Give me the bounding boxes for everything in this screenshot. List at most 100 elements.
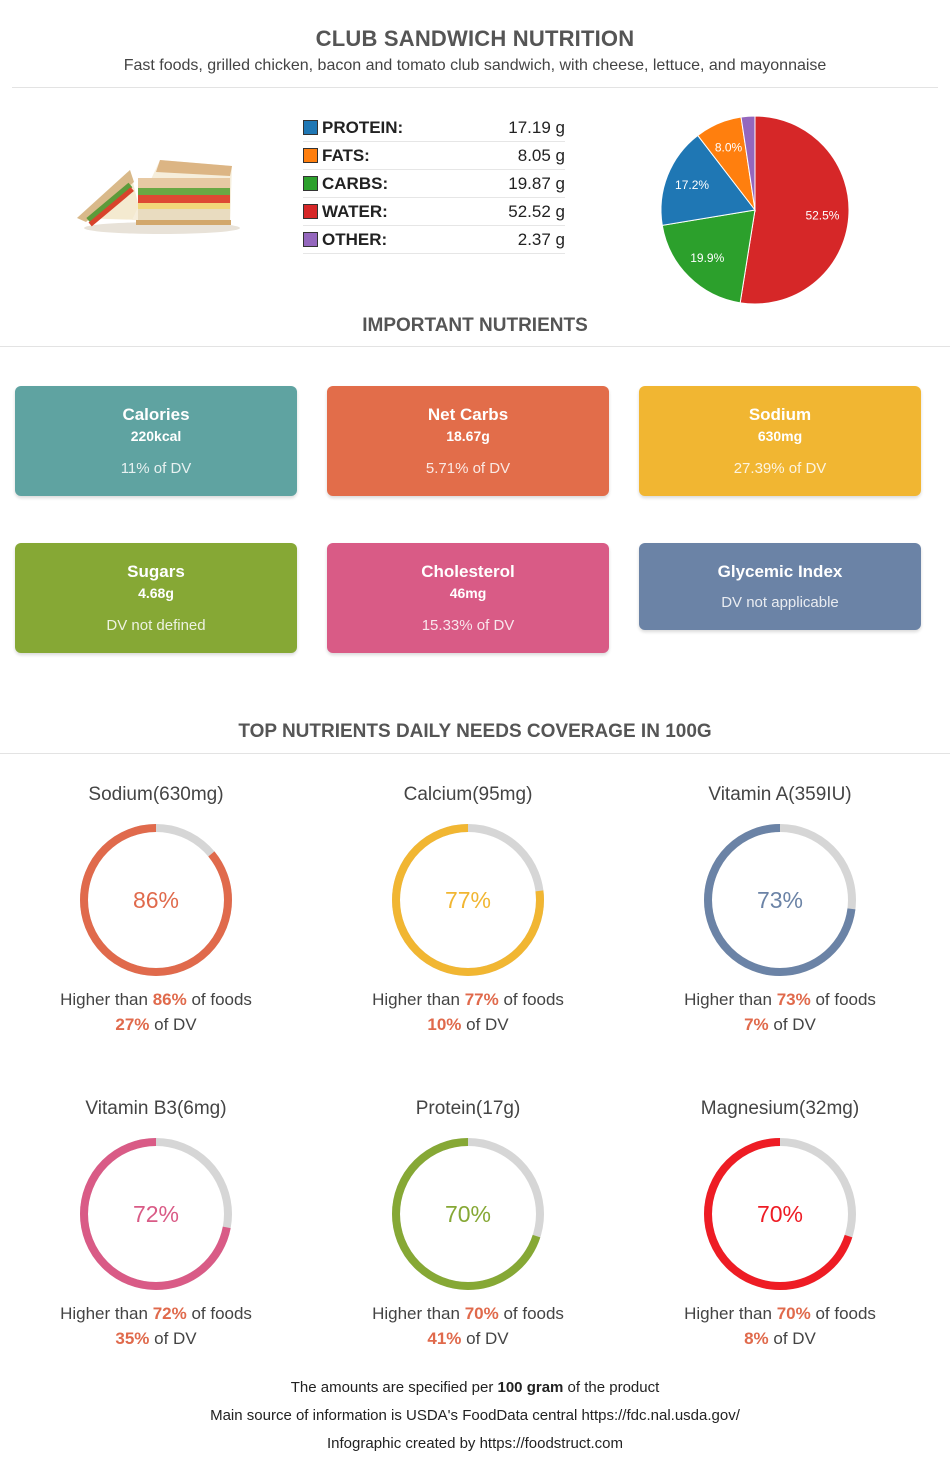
ring-percent: 70%	[757, 1201, 803, 1227]
water-swatch	[303, 204, 318, 219]
card-name: Calories	[122, 405, 190, 424]
ring-percent: 70%	[445, 1201, 491, 1227]
card-amount: 46mg	[449, 585, 487, 601]
macro-row-other: OTHER: 2.37 g	[303, 226, 565, 254]
card-dv: 27.39% of DV	[733, 460, 827, 477]
coverage-ring: 72%	[80, 1138, 232, 1290]
coverage-title: TOP NUTRIENTS DAILY NEEDS COVERAGE IN 10…	[238, 721, 712, 742]
card-sodium: Sodium 630mg 27.39% of DV	[639, 386, 921, 496]
ring-dv: 27% of DV	[115, 1015, 197, 1034]
ring-progress	[704, 1138, 856, 1290]
ring-higher-than: Higher than 72% of foods	[60, 1304, 252, 1323]
coverage-ring: 70%	[392, 1138, 544, 1290]
pie-slice-label: 8.0%	[715, 141, 743, 155]
pie-slice	[660, 134, 756, 226]
card-net-carbs: Net Carbs 18.67g 5.71% of DV	[327, 386, 609, 496]
macro-label: WATER:	[322, 201, 388, 221]
coverage-vitamin-a: Vitamin A(359IU) 73% Higher than 73% of fo…	[624, 784, 936, 1035]
macro-row-water: WATER: 52.52 g	[303, 198, 565, 226]
pie-slice	[739, 115, 850, 305]
coverage-calcium: Calcium(95mg) 77% Higher than 77% of foods…	[312, 784, 624, 1035]
ring-title: Magnesium(32mg)	[700, 1098, 860, 1119]
card-cholesterol: Cholesterol 46mg 15.33% of DV	[327, 543, 609, 653]
ring-higher-than: Higher than 73% of foods	[684, 990, 876, 1009]
fats-swatch	[303, 148, 318, 163]
ring-progress	[80, 1138, 232, 1290]
ring-progress	[392, 824, 544, 976]
ring-higher-than: Higher than 70% of foods	[372, 1304, 564, 1323]
ring-dv: 41% of DV	[427, 1329, 509, 1348]
macro-label: CARBS:	[322, 173, 389, 193]
macro-label: OTHER:	[322, 229, 388, 249]
footer-source: Main source of information is USDA's Foo…	[210, 1407, 740, 1424]
ring-higher-than: Higher than 77% of foods	[372, 990, 564, 1009]
footer-text: of the product	[563, 1379, 660, 1396]
ring-title: Calcium(95mg)	[403, 784, 533, 805]
protein-swatch	[303, 120, 318, 135]
footer-amount-note: The amounts are specified per 100 gram o…	[0, 1379, 950, 1396]
important-nutrients-title: IMPORTANT NUTRIENTS	[362, 315, 588, 336]
footer-credit: Infographic created by https://foodstruc…	[327, 1435, 623, 1452]
ring-dv: 7% of DV	[744, 1015, 816, 1034]
pie-slice-label: 17.2%	[675, 178, 709, 192]
coverage-ring: 70%	[704, 1138, 856, 1290]
ring-title: Vitamin B3(6mg)	[85, 1098, 227, 1119]
page-subtitle: Fast foods, grilled chicken, bacon and t…	[123, 57, 827, 74]
coverage-vitamin-b3: Vitamin B3(6mg) 72% Higher than 72% of foo…	[0, 1098, 312, 1349]
ring-progress	[80, 824, 232, 976]
carbs-swatch	[303, 176, 318, 191]
pie-slice-label: 52.5%	[805, 208, 839, 222]
other-swatch	[303, 232, 318, 247]
card-amount: 630mg	[757, 428, 803, 444]
ring-percent: 77%	[445, 887, 491, 913]
card-sugars: Sugars 4.68g DV not defined	[15, 543, 297, 653]
ring-higher-than: Higher than 70% of foods	[684, 1304, 876, 1323]
macro-value: 19.87 g	[508, 173, 565, 193]
ring-dv: 35% of DV	[115, 1329, 197, 1348]
card-amount: 18.67g	[446, 428, 490, 444]
ring-progress	[704, 824, 856, 976]
macro-label: PROTEIN:	[322, 117, 404, 137]
card-dv: DV not applicable	[721, 594, 839, 611]
macro-value: 2.37 g	[517, 229, 565, 249]
divider	[0, 346, 950, 347]
card-name: Sugars	[127, 562, 185, 581]
macro-label: FATS:	[322, 145, 370, 165]
ring-percent: 86%	[133, 887, 179, 913]
ring-percent: 72%	[133, 1201, 179, 1227]
card-glycemic-index: Glycemic Index DV not applicable	[639, 543, 921, 630]
ring-percent: 73%	[757, 887, 803, 913]
coverage-ring: 73%	[704, 824, 856, 976]
macro-row-fats: FATS: 8.05 g	[303, 142, 565, 170]
ring-title: Protein(17g)	[415, 1098, 521, 1119]
ring-progress	[392, 1138, 544, 1290]
macro-value: 8.05 g	[517, 145, 565, 165]
ring-title: Sodium(630mg)	[88, 784, 224, 805]
card-dv: 11% of DV	[120, 460, 192, 477]
coverage-protein: Protein(17g) 70% Higher than 70% of foods 4…	[312, 1098, 624, 1349]
club-sandwich-icon	[77, 160, 240, 234]
coverage-ring: 86%	[80, 824, 232, 976]
card-name: Cholesterol	[421, 562, 515, 581]
ring-dv: 10% of DV	[427, 1015, 509, 1034]
macro-table: PROTEIN: 17.19 g FATS: 8.05 g CARBS: 19.…	[303, 114, 565, 254]
card-name: Sodium	[748, 405, 812, 424]
ring-title: Vitamin A(359IU)	[708, 784, 852, 805]
ring-dv: 8% of DV	[744, 1329, 816, 1348]
coverage-sodium: Sodium(630mg) 86% Higher than 86% of foods…	[0, 784, 312, 1035]
card-dv: DV not defined	[106, 617, 206, 634]
divider	[12, 87, 938, 88]
card-calories: Calories 220kcal 11% of DV	[15, 386, 297, 496]
macro-value: 52.52 g	[508, 201, 565, 221]
card-name: Glycemic Index	[717, 562, 843, 581]
card-amount: 4.68g	[138, 585, 174, 601]
card-amount: 220kcal	[130, 428, 182, 444]
coverage-ring: 77%	[392, 824, 544, 976]
pie-slice	[740, 115, 756, 211]
macro-value: 17.19 g	[508, 117, 565, 137]
page-title: CLUB SANDWICH NUTRITION	[315, 26, 635, 51]
footer-bold: 100 gram	[497, 1379, 564, 1396]
card-name: Net Carbs	[427, 405, 509, 424]
coverage-magnesium: Magnesium(32mg) 70% Higher than 70% of foo…	[624, 1098, 936, 1349]
card-dv: 5.71% of DV	[425, 460, 511, 477]
